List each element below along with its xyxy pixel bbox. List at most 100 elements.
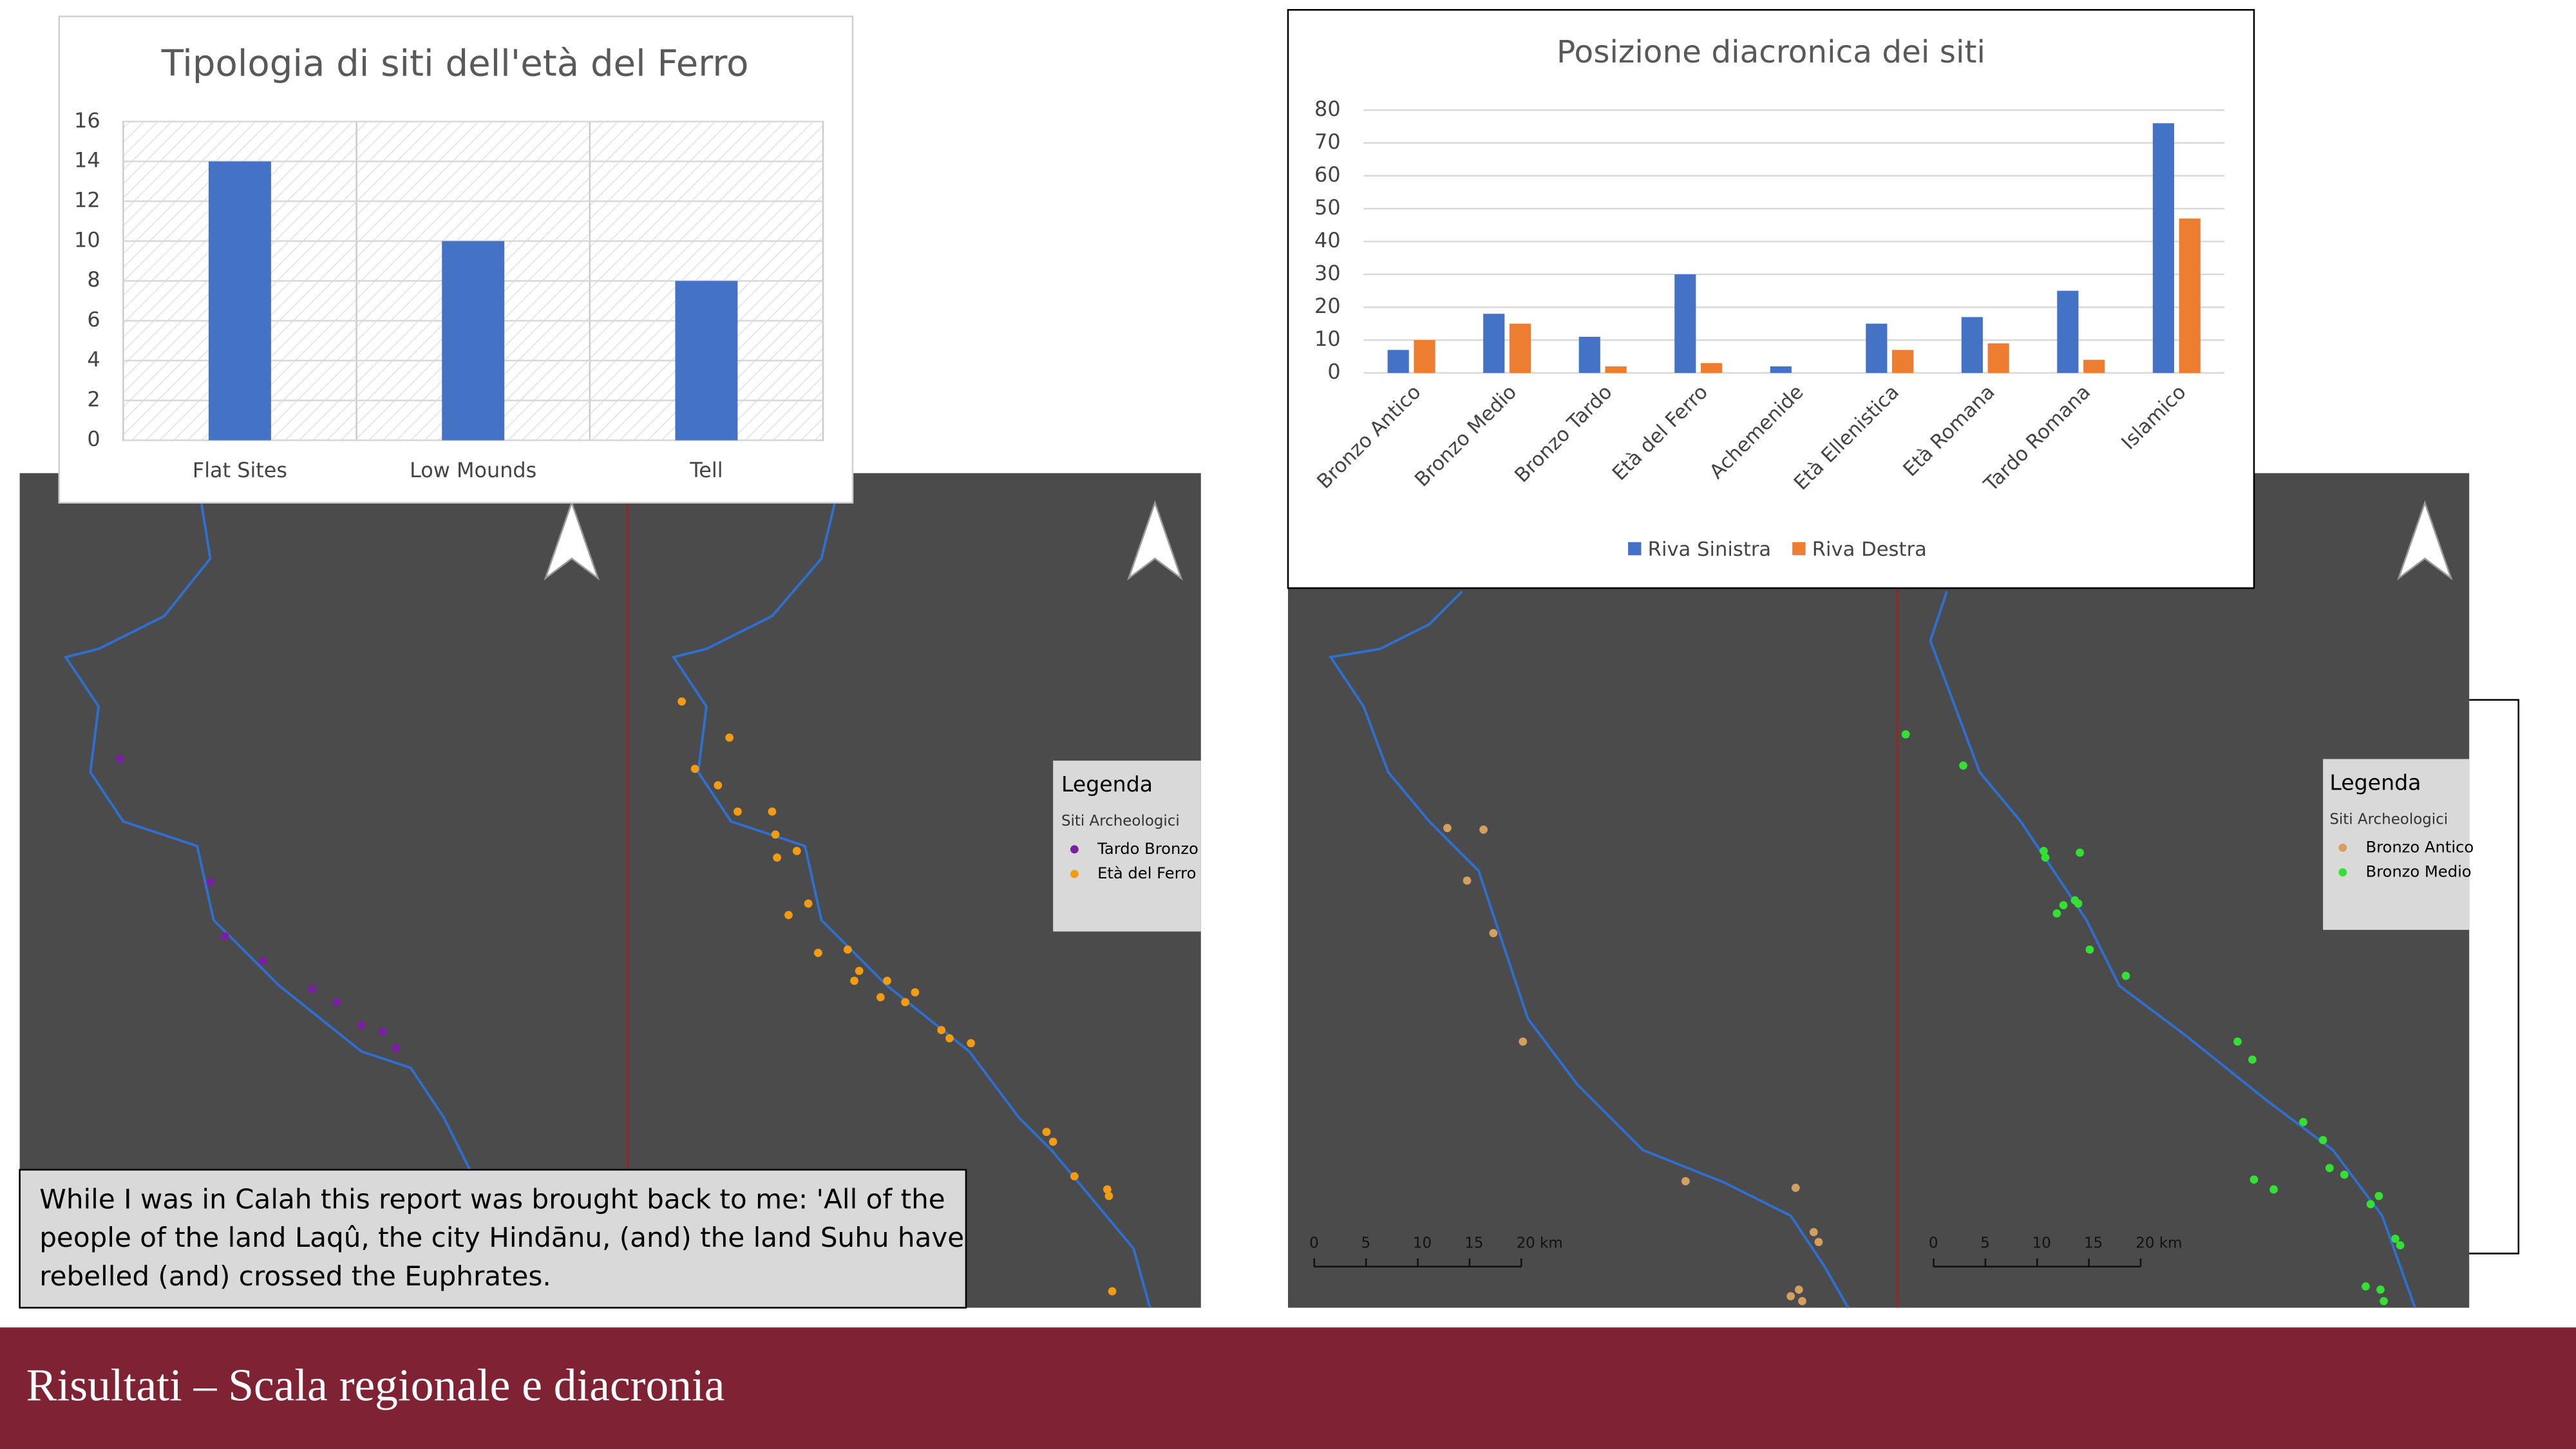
- map-site: [1791, 1184, 1800, 1192]
- north-arrows: [544, 500, 2453, 581]
- map-site: [2059, 901, 2068, 909]
- legend-subtitle: Siti Archeologici: [2329, 811, 2448, 828]
- bar: [1892, 350, 1914, 374]
- legend-label: Bronzo Antico: [2365, 838, 2474, 856]
- map-site: [967, 1039, 976, 1048]
- map-site: [2074, 899, 2083, 908]
- map-site: [768, 807, 777, 816]
- chart-title: Tipologia di siti dell'età del Ferro: [161, 43, 749, 85]
- bar: [1701, 363, 1723, 374]
- bar: [1961, 317, 1983, 374]
- legend-subtitle: Siti Archeologici: [1061, 813, 1180, 829]
- quote-line: While I was in Calah this report was bro…: [39, 1183, 945, 1215]
- bar: [208, 161, 271, 440]
- map-site: [2040, 847, 2048, 855]
- bar: [1387, 350, 1409, 374]
- bar: [442, 241, 505, 440]
- map-site: [2041, 853, 2050, 862]
- map-site: [115, 755, 124, 763]
- y-tick-label: 6: [87, 307, 100, 332]
- bar: [1770, 366, 1792, 374]
- frame: [2469, 699, 2519, 1255]
- map-site: [332, 998, 341, 1007]
- legend-dot: [1070, 869, 1079, 878]
- y-tick-label: 30: [1314, 261, 1341, 285]
- y-tick-label: 10: [74, 227, 100, 252]
- map-site: [2249, 1175, 2259, 1184]
- y-tick-label: 2: [87, 387, 100, 412]
- legend-label: Tardo Bronzo: [1097, 840, 1198, 858]
- map-site: [804, 899, 813, 908]
- map-site: [1681, 1177, 1690, 1186]
- map-site: [206, 878, 214, 887]
- y-tick-label: 14: [74, 148, 100, 173]
- map-site: [258, 956, 267, 965]
- footer-title: Risultati – Scala regionale e diacronia: [26, 1360, 725, 1411]
- bar: [1674, 274, 1696, 374]
- legend-swatch: [1792, 542, 1806, 556]
- map-site: [2396, 1241, 2405, 1250]
- map-site: [2362, 1282, 2370, 1291]
- map-site: [2391, 1235, 2400, 1243]
- y-tick-label: 60: [1314, 162, 1341, 187]
- legend-swatch: [1628, 542, 1642, 556]
- legend-box: [1053, 761, 1201, 932]
- scale-label: 15: [1464, 1235, 1483, 1252]
- map-site: [1901, 730, 1910, 739]
- map-site: [2366, 1200, 2375, 1209]
- map-site: [1959, 761, 1967, 770]
- map-site: [1048, 1137, 1057, 1146]
- map-site: [1479, 825, 1488, 834]
- y-tick-label: 8: [87, 267, 100, 292]
- map-site: [911, 988, 920, 997]
- map-site: [850, 976, 858, 985]
- map-site: [1463, 876, 1472, 885]
- bar: [675, 281, 738, 440]
- map-site: [677, 697, 687, 706]
- map-site: [1108, 1287, 1117, 1296]
- map-right: [1288, 473, 2470, 1308]
- x-tick-label: Low Mounds: [410, 458, 536, 482]
- map-site: [1104, 1191, 1113, 1200]
- scale-label: 20 km: [1517, 1235, 1563, 1252]
- map-site: [771, 830, 780, 839]
- map-site: [876, 993, 885, 1001]
- quote-line: rebelled (and) crossed the Euphrates.: [39, 1260, 551, 1292]
- bar: [1509, 323, 1531, 374]
- legend-dot: [2338, 843, 2347, 852]
- chart-title: Posizione diacronica dei siti: [1557, 34, 1985, 70]
- legend-box: [2323, 759, 2470, 930]
- y-tick-label: 40: [1314, 228, 1341, 252]
- map-site: [392, 1044, 401, 1052]
- map-site: [901, 998, 909, 1007]
- map-site: [2052, 909, 2061, 918]
- map-site: [2233, 1037, 2242, 1046]
- map-site: [883, 976, 891, 985]
- map-site: [784, 911, 793, 920]
- quote-line: people of the land Laqû, the city Hindān…: [39, 1222, 964, 1253]
- scale-label: 0: [1309, 1235, 1319, 1252]
- map-site: [1809, 1227, 1818, 1236]
- map-site: [843, 945, 852, 954]
- bar: [1414, 340, 1435, 374]
- map-site: [773, 853, 782, 862]
- bar: [1987, 343, 2009, 374]
- map-site: [357, 1021, 366, 1030]
- scale-label: 20 km: [2136, 1235, 2182, 1252]
- map-site: [2299, 1117, 2307, 1126]
- bar: [2179, 218, 2201, 374]
- map-site: [1103, 1185, 1112, 1194]
- legend-dot: [2338, 868, 2347, 876]
- map-site: [221, 932, 229, 941]
- map-site: [855, 967, 864, 976]
- chart-box: [1287, 9, 2255, 589]
- legend-dot: [1070, 845, 1079, 854]
- map-site: [2325, 1164, 2334, 1173]
- map-site: [1042, 1128, 1051, 1137]
- map-left: [19, 473, 1201, 1308]
- y-tick-label: 0: [87, 427, 100, 451]
- y-tick-label: 16: [74, 108, 100, 133]
- map-site: [379, 1027, 387, 1036]
- map-site: [1519, 1037, 1528, 1046]
